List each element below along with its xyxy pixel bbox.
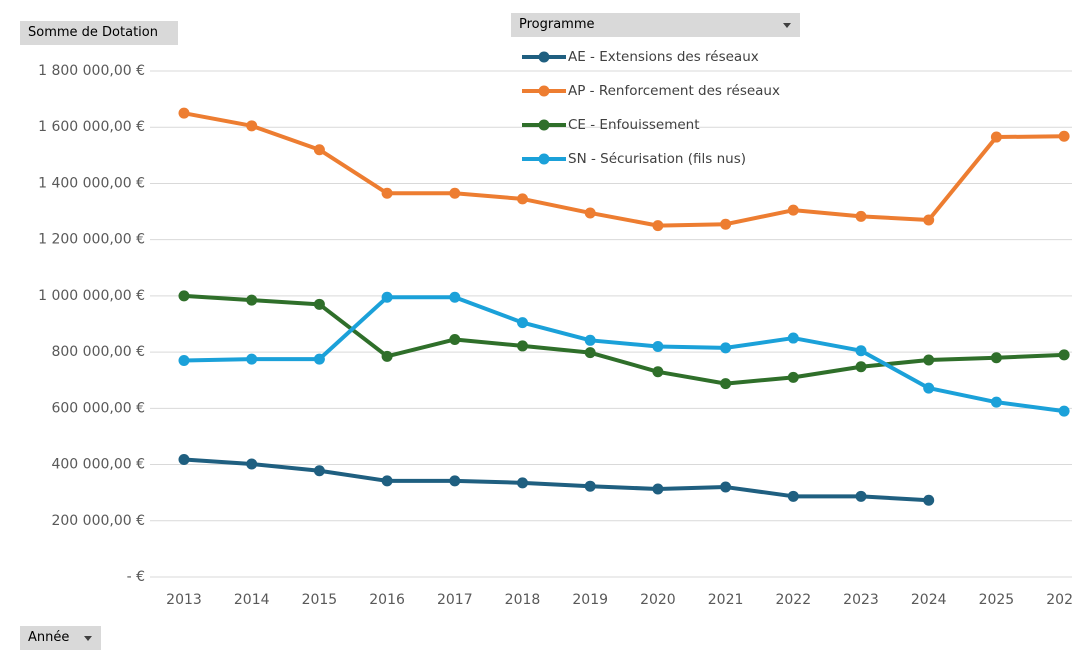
data-point: [313, 298, 325, 310]
legend-field-button[interactable]: Programme: [511, 13, 800, 37]
legend-label: CE - Enfouissement: [568, 117, 700, 133]
data-point: [246, 120, 258, 132]
legend-label: AP - Renforcement des réseaux: [568, 83, 780, 99]
x-tick-label: 2025: [979, 592, 1015, 608]
x-tick-label: 2020: [640, 592, 676, 608]
x-tick-label: 2026: [1046, 592, 1072, 608]
data-point: [178, 107, 190, 119]
x-tick-label: 2016: [369, 592, 405, 608]
data-point: [990, 131, 1002, 143]
legend-marker: [538, 119, 550, 131]
x-tick-label: 2021: [708, 592, 744, 608]
data-point: [720, 481, 732, 493]
data-point: [855, 345, 867, 357]
data-point: [584, 347, 596, 359]
values-field-button[interactable]: Somme de Dotation: [20, 21, 178, 45]
data-point: [855, 210, 867, 222]
data-point: [923, 382, 935, 394]
y-tick-label: - €: [127, 569, 145, 585]
data-point: [178, 290, 190, 302]
data-point: [381, 291, 393, 303]
data-point: [381, 475, 393, 487]
data-point: [923, 214, 935, 226]
data-point: [517, 193, 528, 205]
data-point: [787, 332, 799, 344]
x-tick-label: 2014: [234, 592, 270, 608]
series-line: [183, 295, 1065, 414]
data-point: [1058, 130, 1070, 142]
button-label: Programme: [519, 17, 595, 32]
data-point: [1058, 405, 1070, 417]
data-point: [652, 483, 664, 495]
data-point: [652, 340, 664, 352]
data-point: [923, 354, 935, 366]
y-tick-label: 1 400 000,00 €: [38, 175, 145, 191]
x-tick-label: 2018: [505, 592, 541, 608]
axis-field-button[interactable]: Année: [20, 626, 101, 650]
y-tick-label: 200 000,00 €: [51, 513, 145, 529]
legend-label: SN - Sécurisation (fils nus): [568, 151, 746, 167]
y-tick-label: 1 200 000,00 €: [38, 232, 145, 248]
button-label: Année: [28, 630, 70, 645]
legend-marker: [538, 153, 550, 165]
data-point: [517, 340, 528, 352]
data-point: [449, 475, 461, 487]
legend-label: AE - Extensions des réseaux: [568, 49, 759, 65]
x-tick-label: 2019: [572, 592, 608, 608]
data-point: [313, 144, 325, 156]
y-tick-label: 1 800 000,00 €: [38, 63, 145, 79]
data-point: [855, 361, 867, 373]
y-tick-label: 1 000 000,00 €: [38, 288, 145, 304]
data-point: [449, 291, 461, 303]
data-point: [652, 220, 664, 232]
x-tick-label: 2022: [775, 592, 811, 608]
y-tick-label: 600 000,00 €: [51, 400, 145, 416]
data-point: [787, 371, 799, 383]
data-point: [449, 187, 461, 199]
data-point: [517, 477, 528, 489]
data-point: [584, 334, 596, 346]
data-point: [652, 366, 664, 378]
data-point: [313, 353, 325, 365]
data-point: [720, 342, 732, 354]
data-point: [313, 465, 325, 477]
data-point: [178, 453, 190, 465]
data-point: [787, 204, 799, 216]
series-line: [183, 111, 1065, 228]
data-point: [720, 378, 732, 390]
y-tick-label: 1 600 000,00 €: [38, 119, 145, 135]
data-point: [246, 294, 258, 306]
data-point: [584, 480, 596, 492]
data-point: [923, 494, 935, 506]
data-point: [178, 355, 190, 367]
data-point: [246, 458, 258, 470]
data-point: [990, 352, 1002, 364]
dropdown-arrow[interactable]: [783, 23, 791, 28]
y-tick-label: 800 000,00 €: [51, 344, 145, 360]
data-point: [517, 317, 528, 329]
dropdown-arrow[interactable]: [84, 636, 92, 641]
x-tick-label: 2013: [166, 592, 202, 608]
data-point: [381, 350, 393, 362]
data-point: [449, 333, 461, 345]
data-point: [787, 490, 799, 502]
legend-marker: [538, 85, 550, 97]
data-point: [1058, 349, 1070, 361]
data-point: [381, 187, 393, 199]
series-line: [183, 293, 1065, 386]
y-tick-label: 400 000,00 €: [51, 457, 145, 473]
x-tick-label: 2017: [437, 592, 473, 608]
data-point: [855, 490, 867, 502]
x-tick-label: 2023: [843, 592, 879, 608]
data-point: [246, 353, 258, 365]
data-point: [584, 207, 596, 219]
data-point: [720, 218, 732, 230]
x-tick-label: 2015: [302, 592, 338, 608]
data-point: [990, 396, 1002, 408]
series-line: [183, 457, 929, 503]
x-tick-label: 2024: [911, 592, 947, 608]
legend-marker: [538, 51, 550, 63]
